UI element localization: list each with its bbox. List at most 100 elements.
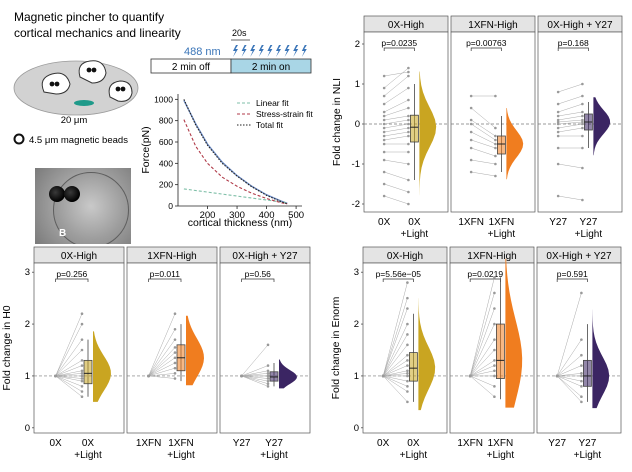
category-label: 1XFN	[457, 438, 483, 449]
y-tick-label: 0	[355, 119, 360, 130]
pre-point	[382, 126, 386, 130]
pre-point	[469, 158, 473, 162]
paired-line	[469, 375, 495, 397]
box	[408, 352, 418, 382]
pre-point	[555, 374, 559, 378]
post-point	[406, 307, 409, 310]
post-point	[406, 374, 409, 378]
paired-line	[471, 147, 496, 157]
post-point	[494, 154, 497, 158]
y-tick-label: 3	[25, 267, 30, 278]
post-point	[406, 343, 409, 347]
lightning-icon	[233, 45, 238, 57]
significance-bracket	[382, 278, 414, 282]
half-violin	[505, 258, 523, 408]
schematic-title-line1: Magnetic pincher to quantify	[14, 10, 164, 24]
post-point	[266, 374, 270, 378]
significance-bracket	[557, 47, 589, 51]
on-box	[230, 58, 312, 74]
paired-line	[55, 375, 83, 397]
post-point	[581, 166, 584, 170]
category-label: 1XFN	[168, 438, 194, 449]
post-point	[581, 94, 584, 98]
post-point	[407, 150, 410, 154]
post-point	[580, 338, 583, 341]
paired-line	[558, 103, 583, 113]
post-point	[494, 162, 497, 166]
paired-line	[558, 127, 583, 133]
series-line	[183, 99, 288, 205]
pre-point	[382, 94, 386, 98]
panel-title: 0X-High + Y27	[232, 251, 298, 262]
y-axis-label: Fold change in H0	[1, 305, 13, 390]
significance-bracket	[241, 278, 275, 282]
pre-point	[382, 122, 386, 126]
dish-shape	[13, 60, 139, 116]
post-point	[493, 395, 496, 398]
panel-title: 1XFN-High	[467, 251, 516, 262]
panel-title: 0X-High	[61, 251, 97, 262]
pre-point	[468, 374, 472, 378]
paired-line	[470, 370, 495, 377]
pre-point	[556, 110, 560, 114]
pre-point	[382, 194, 386, 198]
paired-line	[241, 365, 269, 377]
post-point	[80, 359, 84, 362]
paired-line	[558, 195, 583, 201]
paired-line	[383, 370, 408, 377]
category-label: 0X	[377, 438, 390, 449]
post-point	[407, 162, 410, 166]
p-value-label: p=0.011	[150, 269, 181, 279]
post-point	[494, 138, 497, 142]
post-point	[173, 356, 177, 360]
y-tick-label: 3	[354, 267, 359, 278]
paired-line	[557, 375, 582, 382]
paired-line	[241, 370, 269, 377]
category-sublabel: +Light	[167, 450, 195, 461]
post-point	[266, 343, 270, 347]
y-axis-label: Fold change in NLI	[331, 78, 343, 166]
post-point	[581, 114, 584, 118]
pre-point	[382, 134, 386, 138]
paired-line	[558, 119, 583, 123]
paired-line	[556, 375, 582, 403]
post-point	[581, 110, 584, 114]
y-tick-label: 2	[354, 319, 359, 330]
post-point	[266, 382, 270, 386]
post-point	[173, 377, 177, 380]
y-axis-label: Fold change in Enorm	[330, 296, 342, 399]
post-point	[494, 126, 497, 130]
post-point	[406, 353, 409, 357]
paired-line	[55, 349, 83, 377]
post-point	[581, 198, 584, 202]
post-point	[407, 122, 410, 126]
pre-point	[381, 374, 385, 378]
bead-mark-icon	[74, 100, 94, 106]
category-sublabel: +Light	[575, 229, 603, 240]
post-point	[407, 190, 410, 194]
y-tick-label: -1	[352, 159, 360, 170]
paired-line	[383, 365, 408, 377]
paired-line	[55, 339, 83, 377]
pre-point	[556, 134, 560, 138]
paired-line	[241, 344, 269, 377]
legend-entry: Linear fit	[256, 98, 289, 108]
pre-point	[382, 158, 386, 162]
significance-bracket	[556, 278, 588, 282]
post-point	[80, 348, 84, 352]
post-point	[494, 94, 497, 98]
post-point	[493, 359, 496, 362]
lightning-icon	[258, 45, 264, 57]
post-point	[494, 146, 497, 150]
box	[409, 114, 419, 143]
pre-point	[382, 182, 386, 186]
half-violin	[279, 359, 297, 389]
y-tick-label: 1	[355, 79, 360, 90]
pre-point	[469, 138, 473, 142]
paired-line	[469, 308, 495, 377]
paired-line	[383, 375, 408, 382]
